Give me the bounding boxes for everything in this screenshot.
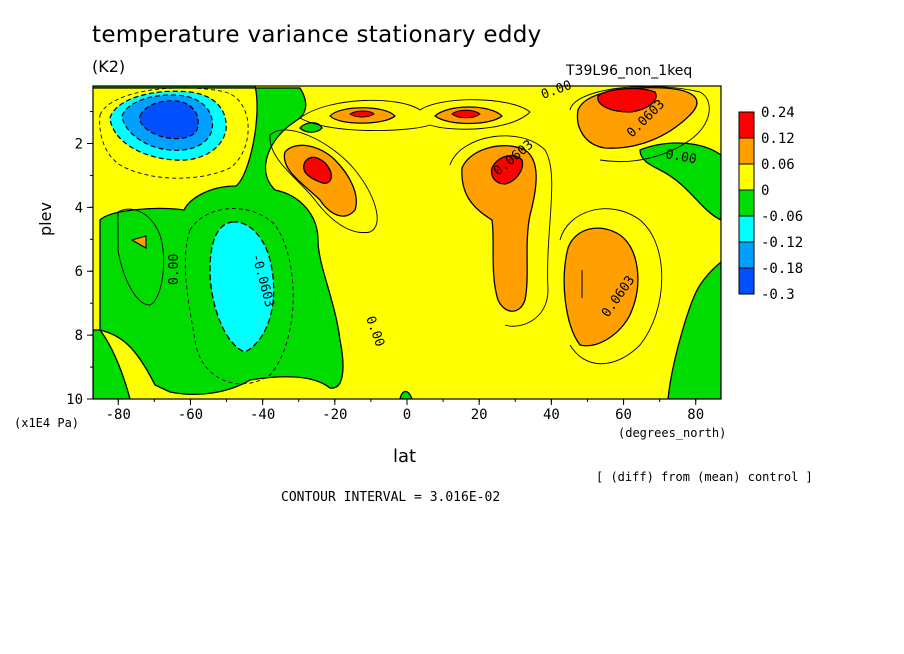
neg-region-right-lower — [667, 261, 721, 399]
x-tick-label-8: 80 — [687, 407, 704, 423]
colorbar-label-5: -0.12 — [761, 235, 803, 251]
colorbar-swatch-5 — [738, 241, 755, 269]
y-tick-label-1: 4 — [75, 200, 83, 216]
colorbar-label-1: 0.12 — [761, 131, 795, 147]
darkblue-region-upper-left — [139, 100, 199, 140]
contour-line-1 — [269, 129, 378, 234]
contour-line-3 — [449, 135, 553, 327]
contour-label-7: 0.00 — [664, 147, 697, 167]
y-tick-label-4: 10 — [66, 392, 83, 408]
colorbar-swatch-4 — [738, 215, 755, 243]
x-tick-label-0: -80 — [106, 407, 131, 423]
colorbar-label-0: 0.24 — [761, 105, 795, 121]
contour-line-7 — [184, 208, 294, 385]
cyan-region-mid-left — [209, 221, 275, 353]
red-blob-2 — [490, 154, 524, 185]
colorbar-label-7: -0.3 — [761, 287, 795, 303]
colorbar-swatch-3 — [738, 189, 755, 217]
colorbar-label-6: -0.18 — [761, 261, 803, 277]
neg-region-topmid — [299, 122, 323, 133]
colorbar-swatch-2 — [738, 163, 755, 191]
red-blob-top-a — [349, 110, 375, 118]
orange-blob-2 — [461, 145, 537, 312]
x-tick-label-5: 20 — [471, 407, 488, 423]
x-tick-label-1: -60 — [178, 407, 203, 423]
orange-blob-3 — [563, 227, 639, 347]
y-tick-label-0: 2 — [75, 136, 83, 152]
x-tick-label-2: -40 — [250, 407, 275, 423]
contour-line-4 — [559, 208, 663, 365]
x-tick-label-7: 60 — [615, 407, 632, 423]
red-blob-top-b — [451, 109, 481, 119]
contour-line-5 — [569, 86, 710, 163]
y-tick-label-2: 6 — [75, 264, 83, 280]
x-tick-label-6: 40 — [543, 407, 560, 423]
units-label: (K2) — [92, 57, 126, 76]
y-tick-label-3: 8 — [75, 328, 83, 344]
small-orange-left — [130, 235, 147, 249]
neg-region-right-upper — [639, 142, 721, 221]
x-tick-label-3: -20 — [322, 407, 347, 423]
x-axis-units: (degrees_north) — [618, 426, 727, 440]
colorbar-swatch-6 — [738, 267, 755, 295]
run-label: T39L96_non_1keq — [566, 63, 693, 79]
red-blob-4 — [597, 87, 657, 113]
colorbar-swatch-0 — [738, 111, 755, 139]
contour-line-2 — [117, 208, 165, 306]
colorbar-label-3: 0 — [761, 183, 769, 199]
red-blob-1 — [303, 156, 332, 184]
contour-label-1: 0.00 — [167, 254, 182, 285]
colorbar-label-2: 0.06 — [761, 157, 795, 173]
x-axis-label: lat — [393, 446, 417, 467]
y-axis-units: (x1E4 Pa) — [14, 416, 80, 430]
x-tick-label-4: 0 — [403, 407, 411, 423]
contour-line-6 — [299, 99, 531, 131]
colorbar-label-4: -0.06 — [761, 209, 803, 225]
diff-note: [ (diff) from (mean) control ] — [596, 470, 813, 484]
colorbar-swatch-1 — [738, 137, 755, 165]
chart-title: temperature variance stationary eddy — [92, 22, 542, 48]
contour-interval-label: CONTOUR INTERVAL = 3.016E-02 — [281, 490, 501, 505]
